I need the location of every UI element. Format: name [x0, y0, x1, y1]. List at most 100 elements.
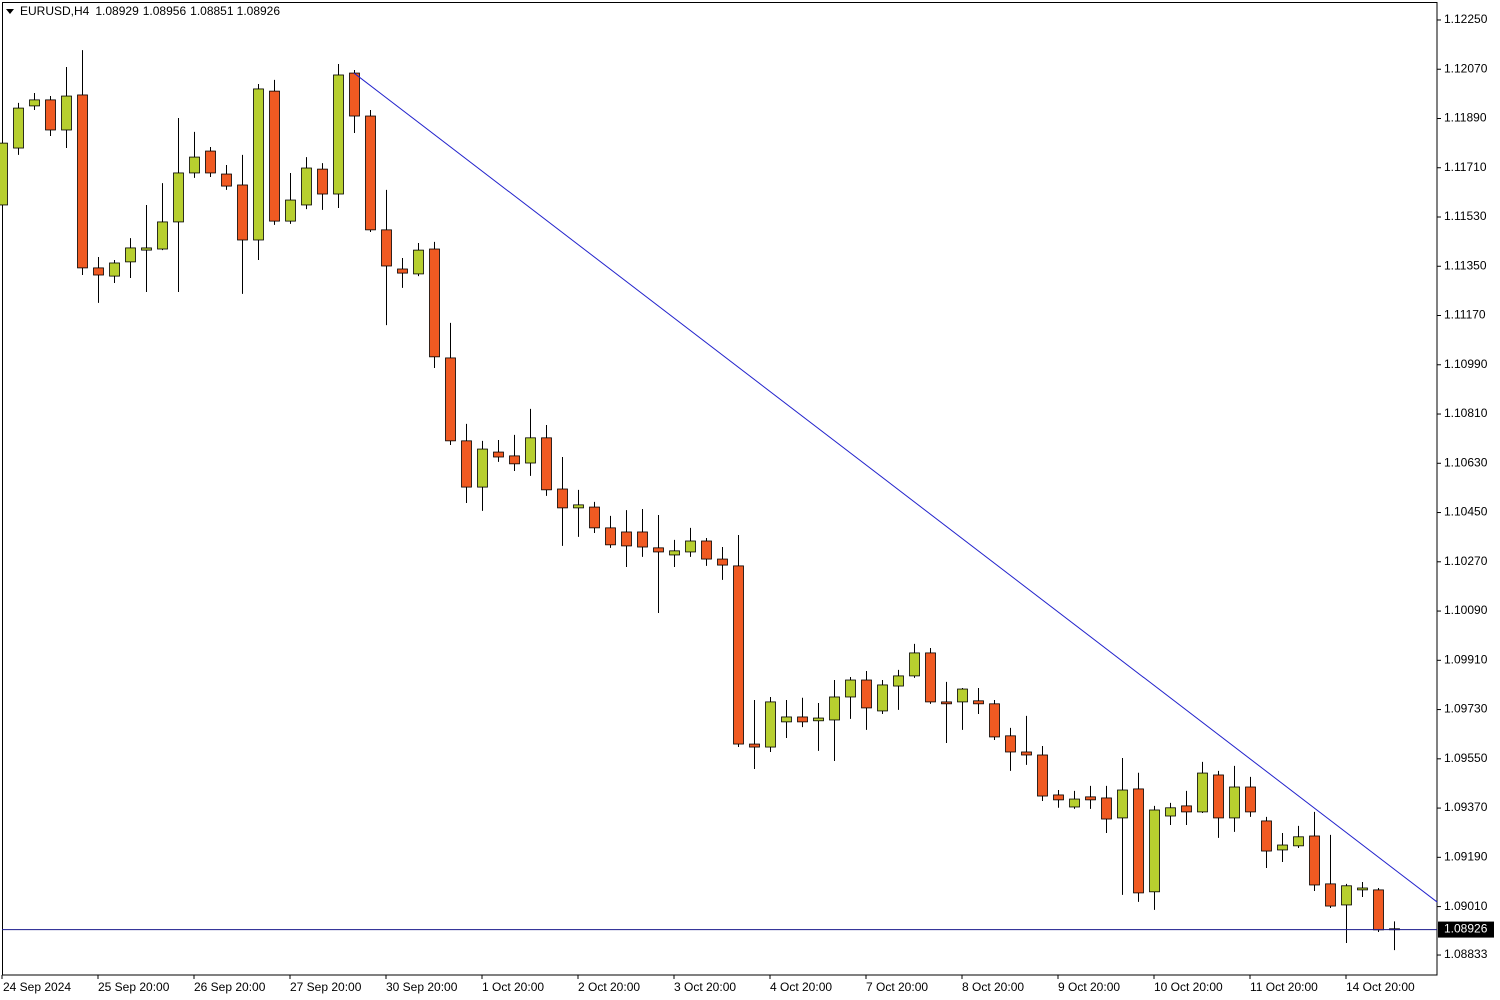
candle-body [1085, 796, 1096, 801]
candle-body [557, 488, 568, 509]
chart-title: EURUSD,H4 1.08929 1.08956 1.08851 1.08926 [20, 4, 280, 18]
candle-body [1197, 772, 1208, 813]
x-tick-label: 3 Oct 20:00 [674, 980, 736, 994]
candle-body [237, 184, 248, 241]
candle-body [493, 451, 504, 458]
candle-body [1181, 805, 1192, 813]
price-tag [1438, 921, 1494, 938]
candle-body [285, 199, 296, 222]
x-tick-label: 10 Oct 20:00 [1154, 980, 1223, 994]
candle-body [61, 95, 72, 131]
y-tick-label: 1.10990 [1444, 357, 1488, 371]
plot-frame [2, 2, 1438, 976]
candle-body [941, 701, 952, 705]
candle-body [573, 504, 584, 509]
x-tick-label: 1 Oct 20:00 [482, 980, 544, 994]
x-tick-label: 27 Sep 20:00 [290, 980, 362, 994]
candle-body [205, 150, 216, 174]
candle-body [1341, 885, 1352, 906]
candle-body [429, 248, 440, 358]
last-high: 1.08956 [143, 4, 187, 18]
candle-body [157, 221, 168, 250]
candle-body [973, 700, 984, 705]
x-tick-label: 8 Oct 20:00 [962, 980, 1024, 994]
y-tick-label: 1.11350 [1444, 258, 1487, 272]
y-tick-label: 1.10090 [1444, 603, 1488, 617]
candle-body [461, 440, 472, 488]
y-tick-label: 1.10630 [1444, 455, 1488, 469]
candle-body [45, 99, 56, 131]
x-tick-label: 2 Oct 20:00 [578, 980, 640, 994]
candle-body [477, 448, 488, 488]
symbol: EURUSD,H4 [20, 4, 90, 18]
menu-arrow[interactable] [6, 9, 14, 14]
candle-body [349, 72, 360, 117]
candle-body [621, 531, 632, 547]
x-tick-label: 11 Oct 20:00 [1250, 980, 1318, 994]
x-tick-label: 14 Oct 20:00 [1346, 980, 1415, 994]
y-tick-label: 1.09010 [1444, 899, 1488, 913]
candle-body [829, 696, 840, 721]
candle-body [333, 74, 344, 195]
candle-body [1069, 798, 1080, 808]
candle-body [1261, 820, 1272, 852]
candle-body [1053, 794, 1064, 801]
candle-body [749, 743, 760, 748]
candle-body [1213, 774, 1224, 819]
candle-body [13, 107, 24, 149]
candle-body [589, 506, 600, 529]
candle-body [173, 172, 184, 223]
x-tick-label: 9 Oct 20:00 [1058, 980, 1120, 994]
candle-body [765, 701, 776, 748]
y-tick-label: 1.11530 [1444, 209, 1487, 223]
candle-body [813, 717, 824, 722]
candle-body [701, 540, 712, 560]
candle-body [909, 652, 920, 677]
candle-body [525, 437, 536, 464]
y-tick-label: 1.10450 [1444, 505, 1488, 519]
candle-body [93, 267, 104, 276]
x-tick-label: 7 Oct 20:00 [866, 980, 928, 994]
candle-body [397, 268, 408, 274]
candle-body [1117, 789, 1128, 819]
y-tick-label: 1.09370 [1444, 800, 1488, 814]
candle-body [717, 558, 728, 566]
candle-body [141, 247, 152, 251]
candle-body [541, 437, 552, 491]
candle-body [1149, 809, 1160, 893]
y-tick-label: 1.09190 [1444, 850, 1488, 864]
candle-body [1165, 807, 1176, 817]
candle-body [1133, 788, 1144, 894]
candle-body [797, 716, 808, 723]
candle-body [877, 684, 888, 712]
y-tick-label: 1.11890 [1444, 111, 1487, 125]
candle-body [109, 262, 120, 277]
candle-body [221, 173, 232, 187]
candle-body [957, 688, 968, 703]
candle-body [669, 550, 680, 556]
y-tick-label: 1.10810 [1444, 406, 1488, 420]
candle-body [1021, 751, 1032, 756]
candle-body [845, 679, 856, 698]
last-low: 1.08851 [190, 4, 234, 18]
candle-body [1309, 835, 1320, 886]
candle-body [253, 88, 264, 241]
y-tick-label: 1.12250 [1444, 12, 1488, 26]
trendline [353, 72, 1438, 903]
candle-body [509, 455, 520, 465]
candle-body [733, 565, 744, 745]
candle-body [989, 703, 1000, 738]
candle-body [605, 527, 616, 546]
candle-body [269, 90, 280, 222]
candle-body [1357, 887, 1368, 891]
candle-body [781, 716, 792, 723]
x-tick-label: 4 Oct 20:00 [770, 980, 832, 994]
y-tick-label: 1.09910 [1444, 652, 1488, 666]
y-tick-label: 1.11710 [1444, 160, 1487, 174]
candle-body [1101, 797, 1112, 820]
candle-body [1325, 883, 1336, 907]
last-close: 1.08926 [237, 4, 281, 18]
